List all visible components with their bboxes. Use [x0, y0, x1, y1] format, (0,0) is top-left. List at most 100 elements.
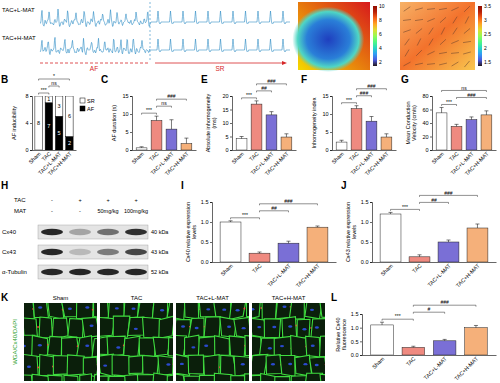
trace-label: TAC+L-MAT [2, 7, 35, 13]
nucleus [116, 346, 120, 348]
y-axis-line [430, 97, 433, 151]
nucleus [134, 328, 138, 330]
x-tick: TAC+L-MAT [266, 262, 292, 288]
y-tick: 5 [125, 129, 132, 135]
panel-letter: K [1, 292, 9, 303]
bar [436, 113, 447, 150]
y-axis-line [330, 97, 333, 151]
panel-letter: H [1, 180, 8, 191]
velocity-arrow [415, 19, 423, 20]
bar [366, 121, 377, 150]
y-axis: 0.00.51.01.5 [361, 199, 373, 265]
colorbar-label: 2 [484, 45, 487, 51]
bar-segment [66, 96, 73, 137]
cell-outline [199, 303, 216, 317]
significance-bracket [442, 104, 457, 106]
x-tick: TAC+H-MAT [364, 150, 390, 176]
cell-outline [176, 303, 185, 320]
x-tick-label: Sham [379, 262, 394, 277]
y-tick-mark [330, 114, 332, 115]
micrograph [176, 303, 249, 381]
significance-bracket [157, 106, 172, 108]
y-tick-mark [30, 123, 32, 124]
blot-strip [38, 225, 148, 239]
bar [220, 222, 241, 262]
velocity-arrow [465, 16, 469, 23]
nucleus [282, 306, 286, 308]
y-tick: 0.5 [361, 239, 372, 245]
bar-segment [55, 116, 62, 150]
cell-outline [39, 354, 55, 376]
significance-bracket [457, 97, 487, 99]
x-tick: Sham [230, 150, 245, 165]
significance-label: ### [467, 92, 476, 98]
y-tick-mark [360, 328, 362, 329]
image-title: TAC+L-MAT [196, 295, 229, 301]
data-labels: 7528136 [37, 96, 71, 146]
cell-outline [152, 303, 167, 319]
velocity-arrow [404, 7, 411, 12]
x-tick: TAC [405, 356, 417, 368]
figure: 7528136048ShamTACTAC+L-MATTAC+H-MATBAF i… [0, 0, 500, 383]
x-axis: ShamTACTAC+L-MATTAC+H-MAT [130, 150, 196, 176]
x-tick-label: TAC+H-MAT [164, 150, 190, 176]
cell-outline [184, 303, 198, 319]
significance-bracket [382, 319, 413, 321]
marks [136, 116, 192, 150]
x-tick: TAC [448, 151, 460, 163]
nucleus [160, 309, 164, 311]
velocity-arrow [464, 28, 470, 33]
y-tick-mark [430, 110, 432, 111]
bar [351, 109, 362, 150]
x-tick: TAC+H-MAT [453, 355, 479, 381]
activation-map: 3.532.521.5 [400, 2, 491, 70]
cell-outline [39, 317, 52, 338]
y-axis: 048 [25, 93, 32, 153]
marks [371, 322, 487, 355]
marks [35, 96, 73, 150]
y-tick-mark [230, 96, 232, 97]
x-axis-line [33, 150, 77, 151]
y-axis-title: Relative Cx40fluorescence [335, 317, 347, 351]
y-tick: 0 [425, 147, 432, 153]
significance-label: ### [367, 83, 376, 89]
cell-outline [249, 319, 250, 337]
chart: 051015ShamTACTAC+L-MATTAC+H-MATCAF durat… [101, 74, 197, 177]
x-tick: TAC+L-MAT [423, 355, 449, 381]
lane-label: + [78, 197, 81, 203]
nucleus [271, 363, 275, 365]
y-tick-label: 0.5 [351, 339, 359, 345]
y-axis-title: Absolute inhomogeneity(ms) [205, 93, 217, 152]
x-tick-label: TAC+H-MAT [364, 150, 390, 176]
y-tick-label: 0 [325, 147, 328, 153]
y-tick-mark [210, 202, 212, 203]
y-axis: 051015 [322, 93, 332, 153]
y-tick-mark [210, 262, 212, 263]
colorbar-label: 6 [379, 31, 382, 37]
cell-outline [137, 303, 154, 319]
x-tick-label: TAC+L-MAT [426, 262, 452, 288]
blot-band [97, 229, 119, 235]
colorbar [478, 6, 482, 66]
cell-outline [143, 317, 161, 338]
cell-outline [158, 356, 173, 376]
y-tick: 0.5 [201, 239, 212, 245]
y-tick-label: 60 [422, 107, 428, 113]
y-tick-mark [430, 150, 432, 151]
panel-letter: G [401, 74, 409, 85]
significance-bracket [260, 204, 318, 206]
error-bar [315, 226, 319, 227]
significance-label: ### [267, 78, 276, 84]
blot-band [97, 249, 119, 255]
cell-outline [252, 354, 268, 375]
velocity-arrow [439, 8, 447, 9]
lane-label: + [106, 197, 109, 203]
sr-span [155, 63, 282, 64]
bar [402, 347, 425, 355]
y-tick: 4 [25, 120, 32, 126]
significance-label: ns [461, 85, 467, 91]
y-tick-label: 0 [425, 147, 428, 153]
x-tick: Sham [379, 262, 394, 277]
y-tick-label: 10 [222, 120, 228, 126]
velocity-arrow [439, 52, 447, 53]
